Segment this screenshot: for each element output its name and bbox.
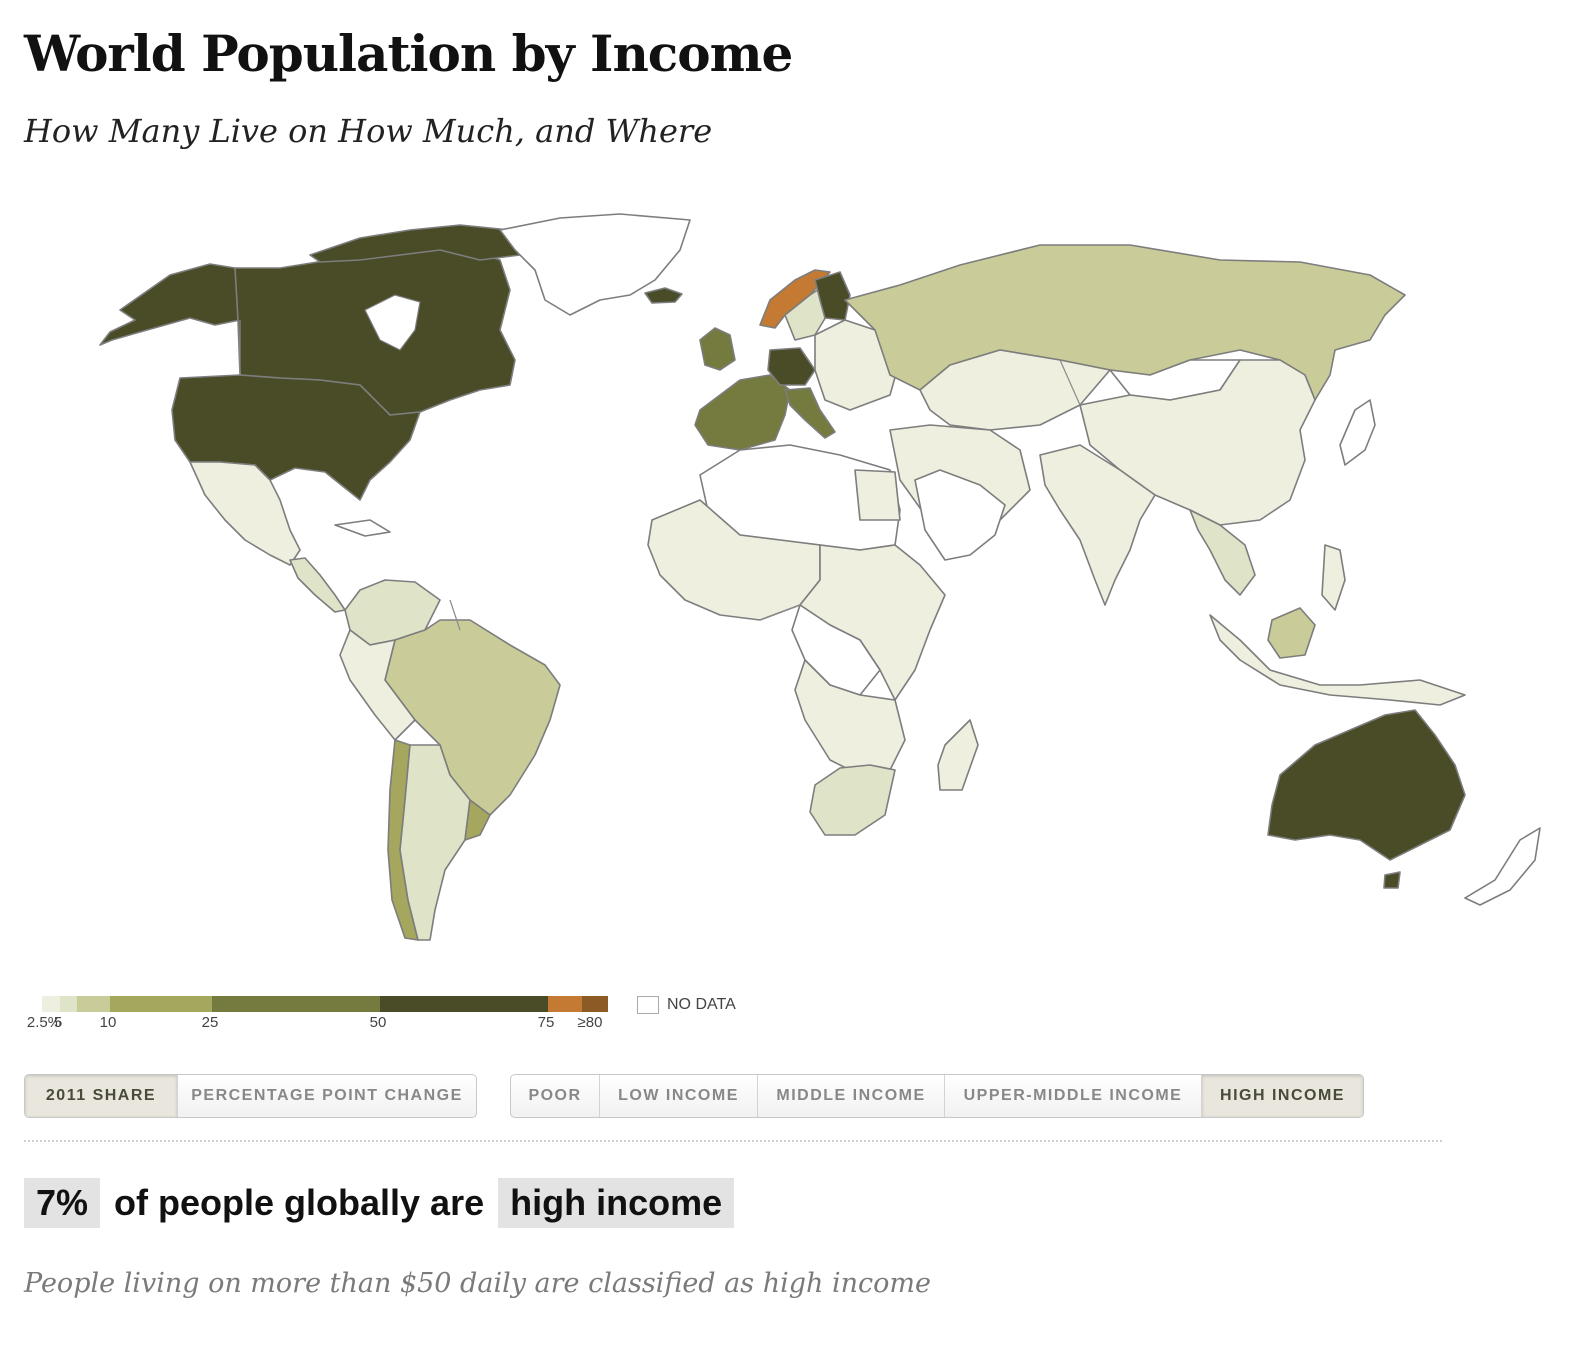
map-southeast-asia[interactable] bbox=[1189, 509, 1256, 596]
map-mexico[interactable] bbox=[189, 461, 301, 566]
page-subtitle: How Many Live on How Much, and Where bbox=[24, 112, 713, 150]
income-middle-button[interactable]: MIDDLE INCOME bbox=[758, 1075, 945, 1117]
legend-tick-label: ≥80 bbox=[577, 1014, 603, 1031]
map-peru-bolivia[interactable] bbox=[339, 629, 416, 741]
map-alaska[interactable] bbox=[99, 263, 241, 346]
map-western-europe[interactable] bbox=[694, 374, 791, 451]
legend-tick-label: 50 bbox=[369, 1014, 387, 1031]
map-tasmania[interactable] bbox=[1383, 871, 1401, 889]
map-arabian-peninsula bbox=[914, 469, 1006, 561]
map-egypt[interactable] bbox=[854, 469, 901, 521]
no-data-swatch bbox=[637, 996, 659, 1014]
map-uruguay[interactable] bbox=[464, 799, 491, 841]
map-legend: 2.5% 5 10 25 50 75 ≥80 bbox=[27, 992, 660, 1042]
map-central-america[interactable] bbox=[289, 557, 346, 613]
metric-2011-share-button[interactable]: 2011 SHARE bbox=[25, 1075, 178, 1117]
section-divider bbox=[24, 1140, 1442, 1142]
legend-tick-label: 75 bbox=[537, 1014, 555, 1031]
map-caribbean bbox=[334, 519, 391, 537]
income-upper-middle-button[interactable]: UPPER-MIDDLE INCOME bbox=[945, 1075, 1202, 1117]
legend-swatch bbox=[212, 996, 380, 1012]
legend-tick-label: 5 bbox=[53, 1014, 63, 1031]
summary-percent: 7% bbox=[24, 1178, 101, 1228]
map-united-kingdom[interactable] bbox=[699, 327, 736, 371]
map-iceland[interactable] bbox=[644, 287, 683, 304]
world-map bbox=[99, 213, 1541, 941]
legend-no-data: NO DATA bbox=[637, 996, 736, 1014]
legend-swatch bbox=[77, 996, 110, 1012]
map-norway[interactable] bbox=[759, 269, 831, 329]
map-argentina[interactable] bbox=[399, 744, 471, 941]
map-india[interactable] bbox=[1039, 444, 1156, 606]
summary-category: high income bbox=[498, 1178, 735, 1228]
map-madagascar[interactable] bbox=[937, 719, 979, 791]
legend-swatch bbox=[548, 996, 582, 1012]
map-germany[interactable] bbox=[767, 347, 816, 386]
income-filter-group: POOR LOW INCOME MIDDLE INCOME UPPER-MIDD… bbox=[510, 1074, 1364, 1118]
no-data-label: NO DATA bbox=[667, 996, 736, 1013]
map-philippines[interactable] bbox=[1321, 544, 1346, 611]
page-title: World Population by Income bbox=[24, 24, 793, 83]
summary-statement: 7% of people globally are high income bbox=[24, 1176, 735, 1230]
income-high-button[interactable]: HIGH INCOME bbox=[1202, 1075, 1363, 1117]
legend-swatch bbox=[42, 996, 60, 1012]
summary-text: of people globally are bbox=[114, 1182, 485, 1223]
map-australia[interactable] bbox=[1267, 709, 1466, 861]
legend-tick-label: 2.5% bbox=[26, 1014, 62, 1031]
legend-swatch bbox=[60, 996, 77, 1012]
map-indonesia[interactable] bbox=[1209, 614, 1466, 706]
income-low-button[interactable]: LOW INCOME bbox=[600, 1075, 758, 1117]
legend-swatch bbox=[110, 996, 212, 1012]
map-greenland bbox=[499, 213, 691, 316]
metric-percentage-point-change-button[interactable]: PERCENTAGE POINT CHANGE bbox=[191, 1087, 463, 1104]
map-new-zealand bbox=[1464, 827, 1541, 906]
legend-tick-label: 25 bbox=[201, 1014, 219, 1031]
map-arctic-islands[interactable] bbox=[309, 224, 521, 263]
category-note: People living on more than $50 daily are… bbox=[24, 1268, 931, 1299]
legend-swatch bbox=[380, 996, 548, 1012]
metric-toggle-group: 2011 SHARE PERCENTAGE POINT CHANGE bbox=[24, 1074, 477, 1118]
map-japan bbox=[1339, 399, 1376, 466]
map-borneo[interactable] bbox=[1267, 607, 1316, 659]
legend-swatch bbox=[582, 996, 608, 1012]
income-poor-button[interactable]: POOR bbox=[511, 1075, 600, 1117]
map-italy[interactable] bbox=[784, 387, 836, 439]
legend-tick-label: 10 bbox=[99, 1014, 117, 1031]
map-south-africa[interactable] bbox=[809, 764, 896, 836]
